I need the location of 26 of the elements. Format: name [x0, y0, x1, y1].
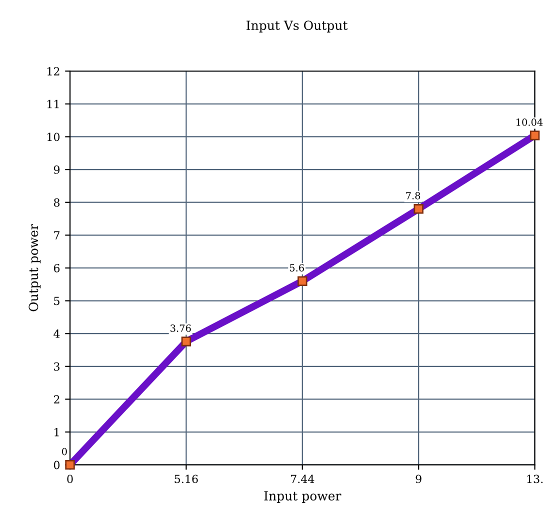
- chart-title: Input Vs Output: [246, 20, 348, 32]
- data-label: 7.8: [406, 192, 420, 200]
- y-tick-label: 12: [47, 67, 60, 76]
- y-tick-label: 10: [47, 132, 60, 142]
- data-label: 3.76: [170, 324, 191, 332]
- y-tick-label: 7: [54, 231, 60, 240]
- x-axis-title: Input power: [264, 491, 342, 503]
- y-tick-label: 4: [54, 330, 60, 338]
- y-tick-label: 8: [54, 198, 60, 207]
- x-tick-label: 5.16: [174, 474, 198, 484]
- x-tick-label: 9: [416, 474, 422, 484]
- y-tick-label: 9: [54, 166, 60, 174]
- y-axis-title: Output power: [28, 224, 41, 312]
- data-label: 0: [62, 448, 67, 456]
- x-tick-label: 13.: [527, 474, 543, 484]
- y-tick-label: 11: [47, 100, 59, 108]
- data-label: 10.04: [516, 118, 543, 126]
- x-tick-label: 0: [67, 474, 73, 484]
- y-tick-label: 6: [54, 264, 60, 272]
- data-label: 5.6: [290, 264, 304, 272]
- y-tick-label: 3: [54, 362, 60, 371]
- y-tick-label: 5: [54, 296, 60, 306]
- y-tick-label: 0: [54, 460, 60, 470]
- y-tick-label: 1: [54, 428, 59, 436]
- y-tick-label: 2: [54, 395, 60, 404]
- x-tick-label: 7.44: [290, 474, 314, 484]
